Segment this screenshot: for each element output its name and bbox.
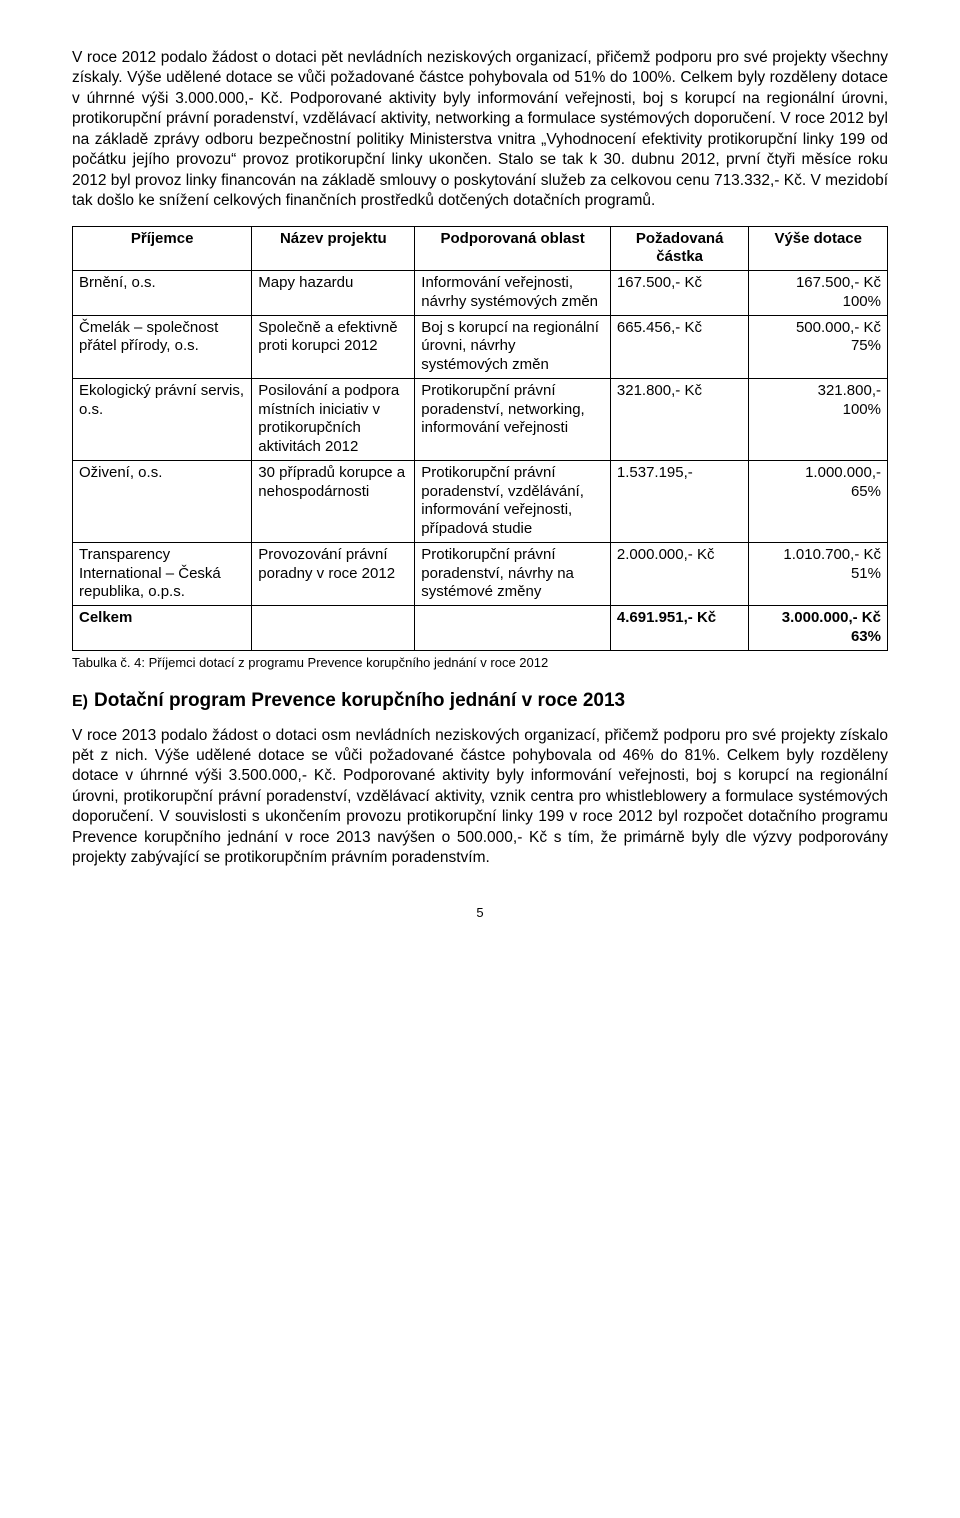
table-row: Brnění, o.s. Mapy hazardu Informování ve… — [73, 271, 888, 316]
cell-grant: 1.000.000,- 65% — [749, 460, 888, 542]
grant-amount: 167.500,- Kč — [755, 274, 881, 293]
cell-requested: 2.000.000,- Kč — [610, 542, 749, 605]
cell-total-label: Celkem — [73, 606, 252, 651]
cell-requested: 665.456,- Kč — [610, 315, 749, 378]
cell-grant: 500.000,- Kč 75% — [749, 315, 888, 378]
grant-pct: 65% — [755, 483, 881, 502]
th-grant: Výše dotace — [749, 226, 888, 271]
cell-recipient: Oživení, o.s. — [73, 460, 252, 542]
cell-recipient: Ekologický právní servis, o.s. — [73, 378, 252, 460]
cell-recipient: Transparency International – Česká repub… — [73, 542, 252, 605]
cell-grant: 167.500,- Kč 100% — [749, 271, 888, 316]
table-row: Transparency International – Česká repub… — [73, 542, 888, 605]
grant-amount: 1.010.700,- Kč — [755, 546, 881, 565]
section-heading: E) Dotační program Prevence korupčního je… — [72, 690, 888, 712]
th-project: Název projektu — [252, 226, 415, 271]
page-number: 5 — [72, 905, 888, 920]
cell-grant: 321.800,- 100% — [749, 378, 888, 460]
cell-area: Protikorupční právní poradenství, návrhy… — [415, 542, 611, 605]
grant-amount: 3.000.000,- Kč — [755, 609, 881, 628]
intro-paragraph: V roce 2012 podalo žádost o dotaci pět n… — [72, 48, 888, 212]
grant-pct: 51% — [755, 565, 881, 584]
cell-area: Informování veřejnosti, návrhy systémový… — [415, 271, 611, 316]
cell-recipient: Čmelák – společnost přátel přírody, o.s. — [73, 315, 252, 378]
cell-project: Provozování právní poradny v roce 2012 — [252, 542, 415, 605]
grant-amount: 321.800,- — [755, 382, 881, 401]
table-caption: Tabulka č. 4: Příjemci dotací z programu… — [72, 655, 888, 672]
th-recipient: Příjemce — [73, 226, 252, 271]
cell-requested: 167.500,- Kč — [610, 271, 749, 316]
cell-grant: 1.010.700,- Kč 51% — [749, 542, 888, 605]
cell-project: 30 přípradů korupce a nehospodárnosti — [252, 460, 415, 542]
cell-project: Posilování a podpora místních iniciativ … — [252, 378, 415, 460]
th-requested: Požadovaná částka — [610, 226, 749, 271]
table-total-row: Celkem 4.691.951,- Kč 3.000.000,- Kč 63% — [73, 606, 888, 651]
cell-empty — [252, 606, 415, 651]
cell-area: Boj s korupcí na regionální úrovni, návr… — [415, 315, 611, 378]
cell-project: Mapy hazardu — [252, 271, 415, 316]
cell-project: Společně a efektivně proti korupci 2012 — [252, 315, 415, 378]
cell-empty — [415, 606, 611, 651]
grant-pct: 63% — [755, 628, 881, 647]
cell-area: Protikorupční právní poradenství, vzdělá… — [415, 460, 611, 542]
grant-pct: 100% — [755, 293, 881, 312]
th-area: Podporovaná oblast — [415, 226, 611, 271]
table-row: Čmelák – společnost přátel přírody, o.s.… — [73, 315, 888, 378]
grant-pct: 75% — [755, 337, 881, 356]
cell-total-requested: 4.691.951,- Kč — [610, 606, 749, 651]
cell-area: Protikorupční právní poradenství, networ… — [415, 378, 611, 460]
cell-requested: 321.800,- Kč — [610, 378, 749, 460]
page: V roce 2012 podalo žádost o dotaci pět n… — [0, 0, 960, 960]
grants-table: Příjemce Název projektu Podporovaná obla… — [72, 226, 888, 651]
cell-recipient: Brnění, o.s. — [73, 271, 252, 316]
section-title: Dotační program Prevence korupčního jedn… — [94, 690, 625, 711]
grant-amount: 500.000,- Kč — [755, 319, 881, 338]
table-header-row: Příjemce Název projektu Podporovaná obla… — [73, 226, 888, 271]
table-row: Oživení, o.s. 30 přípradů korupce a neho… — [73, 460, 888, 542]
grant-pct: 100% — [755, 401, 881, 420]
section-paragraph: V roce 2013 podalo žádost o dotaci osm n… — [72, 726, 888, 869]
cell-requested: 1.537.195,- — [610, 460, 749, 542]
cell-total-grant: 3.000.000,- Kč 63% — [749, 606, 888, 651]
section-letter: E) — [72, 693, 88, 711]
grant-amount: 1.000.000,- — [755, 464, 881, 483]
table-row: Ekologický právní servis, o.s. Posilován… — [73, 378, 888, 460]
